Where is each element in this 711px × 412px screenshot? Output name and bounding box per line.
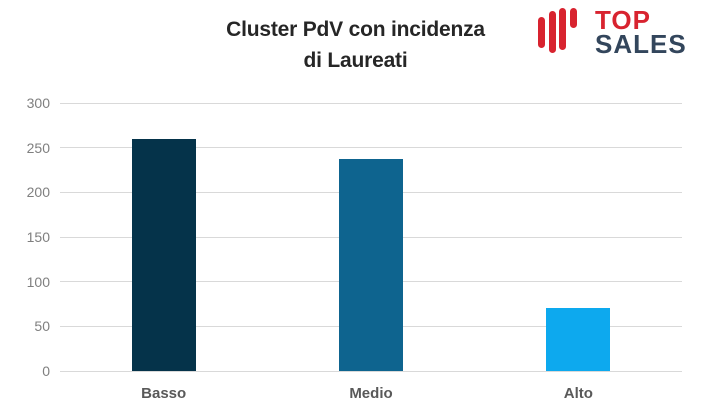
logo-word-sales: SALES (595, 29, 687, 59)
gridline-250 (60, 147, 682, 149)
chart-title-line-1: Cluster PdV con incidenza (226, 18, 485, 41)
y-axis-labels: 0 50 100 150 200 250 300 (0, 95, 50, 379)
bar-slot-alto (475, 103, 682, 371)
y-tick-label-250: 250 (26, 139, 50, 156)
x-tick-label-alto: Alto (563, 385, 593, 402)
bar-wave-icon (538, 8, 578, 54)
bar-medio (338, 159, 403, 371)
logo-bar-1 (538, 17, 545, 48)
bar-slot-basso (60, 103, 267, 371)
y-tick-label-300: 300 (26, 95, 50, 111)
logo-bar-3 (559, 8, 566, 50)
top-sales-logo: TOP SALES (538, 5, 687, 59)
y-tick-label-0: 0 (42, 363, 50, 379)
plot-area (60, 102, 682, 372)
chart-title: Cluster PdV con incidenza di Laureati (0, 14, 711, 76)
y-tick-label-200: 200 (26, 184, 50, 201)
bar-slot-medio (267, 103, 474, 371)
bar-basso (131, 138, 196, 371)
logo-bar-2 (548, 11, 556, 53)
x-tick-label-medio: Medio (349, 385, 393, 402)
y-tick-label-100: 100 (26, 273, 50, 290)
logo-text: TOP SALES (595, 5, 687, 59)
x-axis-labels: Basso Medio Alto (60, 385, 682, 402)
gridline-300 (60, 102, 682, 104)
bars (60, 103, 682, 371)
y-tick-label-50: 50 (34, 318, 50, 335)
x-tick-label-basso: Basso (141, 385, 187, 402)
bar-alto (546, 308, 611, 371)
chart-title-line-2: di Laureati (303, 49, 408, 72)
gridline-0 (60, 370, 682, 372)
y-tick-label-150: 150 (26, 229, 50, 245)
logo-word-top: TOP (595, 5, 651, 35)
logo-bar-4 (569, 8, 577, 28)
